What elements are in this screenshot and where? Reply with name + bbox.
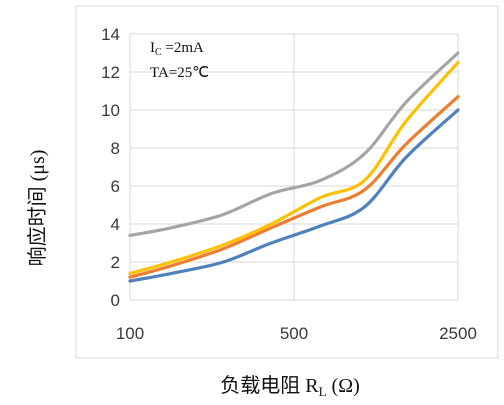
series-line-1 bbox=[128, 108, 460, 283]
series-line-2 bbox=[128, 95, 460, 279]
x-axis-title-unit: (Ω) bbox=[327, 375, 360, 397]
x-axis-title-sub: L bbox=[319, 384, 327, 399]
y-tick-label: 0 bbox=[111, 291, 120, 310]
x-tick-label: 500 bbox=[280, 324, 308, 343]
y-tick-label: 6 bbox=[111, 177, 120, 196]
x-axis-title-main: 负载电阻 R bbox=[220, 374, 319, 397]
series-lines bbox=[128, 51, 460, 283]
x-tick-labels: 100 500 2500 bbox=[116, 324, 477, 343]
series-line-4 bbox=[128, 51, 460, 237]
y-tick-label: 4 bbox=[111, 215, 120, 234]
y-tick-label: 12 bbox=[101, 63, 120, 82]
chart-frame bbox=[75, 5, 499, 359]
y-axis-title: 响应时间 (μs) bbox=[26, 150, 49, 267]
y-tick-label: 2 bbox=[111, 253, 120, 272]
x-axis-title: 负载电阻 RL (Ω) bbox=[220, 374, 359, 399]
annotation-ic-main: I bbox=[150, 40, 155, 56]
y-tick-labels: 0 2 4 6 8 10 12 14 bbox=[101, 25, 120, 310]
x-tick-label: 100 bbox=[116, 324, 144, 343]
annotation-ta: TA=25℃ bbox=[150, 65, 209, 81]
y-tick-label: 8 bbox=[111, 139, 120, 158]
series-line-3 bbox=[128, 60, 460, 275]
x-tick-label: 2500 bbox=[439, 324, 477, 343]
annotation-ic: IC =2mA bbox=[150, 40, 204, 58]
annotation-ic-sub: C bbox=[155, 47, 162, 58]
y-tick-label: 14 bbox=[101, 25, 120, 44]
y-tick-label: 10 bbox=[101, 101, 120, 120]
annotation-ic-rest: =2mA bbox=[162, 40, 204, 56]
